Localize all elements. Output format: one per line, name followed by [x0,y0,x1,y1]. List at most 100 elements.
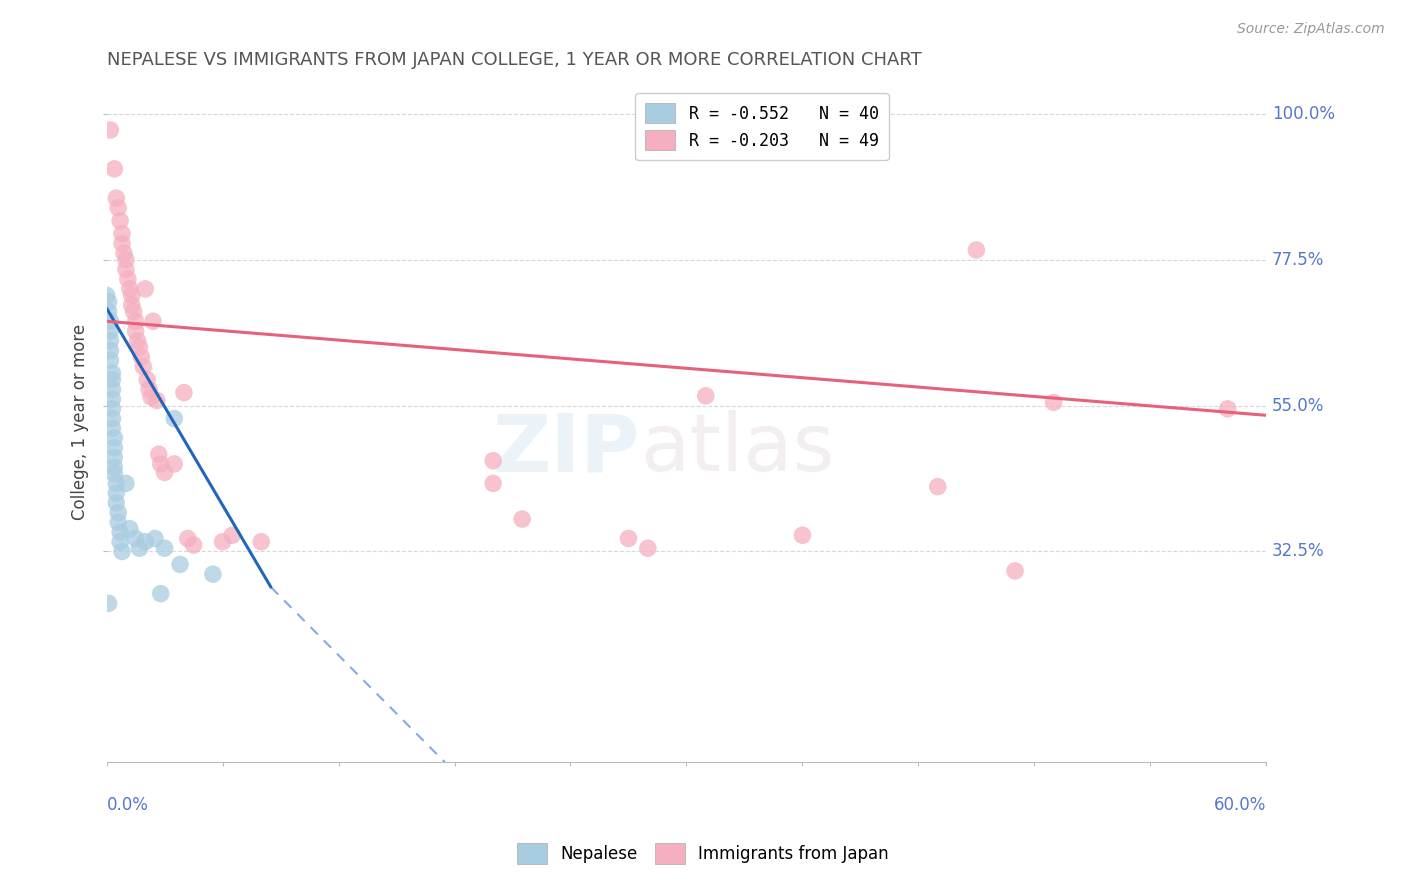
Text: NEPALESE VS IMMIGRANTS FROM JAPAN COLLEGE, 1 YEAR OR MORE CORRELATION CHART: NEPALESE VS IMMIGRANTS FROM JAPAN COLLEG… [107,51,921,69]
Point [177,532,200,546]
Point [122,304,145,318]
Point [108,524,131,539]
Point [139,390,162,404]
Point [128,340,150,354]
Point [103,431,125,445]
Point [169,558,191,572]
Point [100,343,122,358]
Point [149,457,172,471]
Point [103,161,125,176]
Point [134,282,156,296]
Point [118,522,141,536]
Point [134,534,156,549]
Point [143,532,166,546]
Point [124,324,146,338]
Point [107,516,129,530]
Point [103,450,125,465]
Point [221,528,243,542]
Point [127,334,149,348]
Point [927,480,949,494]
Point [101,392,124,406]
Point [153,466,176,480]
Point [101,373,124,387]
Point [211,534,233,549]
Point [97,294,120,309]
Point [103,460,125,475]
Point [97,304,120,318]
Point [482,453,505,467]
Point [112,246,135,260]
Point [115,262,138,277]
Point [250,534,273,549]
Point [100,334,122,348]
Point [100,314,122,328]
Point [107,506,129,520]
Point [1042,395,1064,409]
Point [111,236,134,251]
Text: 100.0%: 100.0% [1272,104,1336,123]
Point [148,447,170,461]
Point [108,534,131,549]
Point [100,353,122,368]
Point [111,544,134,558]
Point [136,373,159,387]
Point [96,288,118,302]
Point [121,298,143,312]
Legend: Nepalese, Immigrants from Japan: Nepalese, Immigrants from Japan [510,837,896,871]
Text: 32.5%: 32.5% [1272,542,1324,560]
Point [482,476,505,491]
Y-axis label: College, 1 year or more: College, 1 year or more [72,324,89,520]
Point [97,596,120,610]
Text: ZIP: ZIP [494,410,640,488]
Point [163,457,186,471]
Point [149,586,172,600]
Point [637,541,659,556]
Point [124,314,146,328]
Text: 55.0%: 55.0% [1272,397,1324,415]
Text: 0.0%: 0.0% [107,797,149,814]
Point [142,314,165,328]
Point [101,421,124,435]
Text: 77.5%: 77.5% [1272,251,1324,268]
Point [105,191,128,205]
Text: Source: ZipAtlas.com: Source: ZipAtlas.com [1237,22,1385,37]
Point [101,383,124,397]
Point [510,512,533,526]
Point [103,441,125,455]
Legend: R = -0.552   N = 40, R = -0.203   N = 49: R = -0.552 N = 40, R = -0.203 N = 49 [636,93,889,161]
Point [100,123,122,137]
Point [201,567,224,582]
Point [132,359,155,374]
Point [695,389,717,403]
Point [115,476,138,491]
Point [105,496,128,510]
Point [101,366,124,380]
Point [101,411,124,425]
Point [131,350,153,364]
Point [1004,564,1026,578]
Point [124,532,146,546]
Point [173,385,195,400]
Point [111,227,134,241]
Point [163,411,186,425]
Point [792,528,814,542]
Point [617,532,640,546]
Point [115,252,138,267]
Point [108,213,131,227]
Point [100,324,122,338]
Point [1216,401,1239,416]
Point [153,541,176,556]
Point [121,288,143,302]
Point [138,383,160,397]
Point [146,393,169,408]
Point [128,541,150,556]
Text: 60.0%: 60.0% [1213,797,1267,814]
Point [101,401,124,416]
Point [117,272,139,286]
Point [183,538,205,552]
Point [103,467,125,481]
Point [965,243,987,257]
Point [105,476,128,491]
Text: atlas: atlas [640,410,834,488]
Point [107,201,129,215]
